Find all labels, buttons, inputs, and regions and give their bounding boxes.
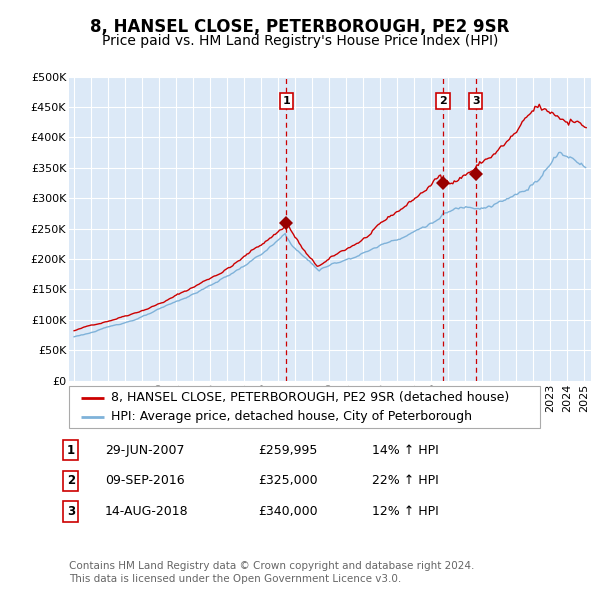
- Text: £259,995: £259,995: [258, 444, 317, 457]
- Text: £325,000: £325,000: [258, 474, 317, 487]
- Text: 2: 2: [439, 96, 447, 106]
- Text: 29-JUN-2007: 29-JUN-2007: [105, 444, 185, 457]
- Text: 22% ↑ HPI: 22% ↑ HPI: [372, 474, 439, 487]
- Text: Price paid vs. HM Land Registry's House Price Index (HPI): Price paid vs. HM Land Registry's House …: [102, 34, 498, 48]
- Text: 12% ↑ HPI: 12% ↑ HPI: [372, 505, 439, 518]
- FancyBboxPatch shape: [69, 386, 540, 428]
- Text: 1: 1: [283, 96, 290, 106]
- Text: 14% ↑ HPI: 14% ↑ HPI: [372, 444, 439, 457]
- Text: 3: 3: [472, 96, 479, 106]
- Text: 1: 1: [67, 444, 75, 457]
- Text: 8, HANSEL CLOSE, PETERBOROUGH, PE2 9SR (detached house): 8, HANSEL CLOSE, PETERBOROUGH, PE2 9SR (…: [112, 391, 509, 404]
- Text: HPI: Average price, detached house, City of Peterborough: HPI: Average price, detached house, City…: [112, 410, 472, 423]
- Text: 2: 2: [67, 474, 75, 487]
- Text: Contains HM Land Registry data © Crown copyright and database right 2024.
This d: Contains HM Land Registry data © Crown c…: [69, 561, 475, 584]
- Text: 14-AUG-2018: 14-AUG-2018: [105, 505, 188, 518]
- Text: 8, HANSEL CLOSE, PETERBOROUGH, PE2 9SR: 8, HANSEL CLOSE, PETERBOROUGH, PE2 9SR: [91, 18, 509, 35]
- Text: £340,000: £340,000: [258, 505, 317, 518]
- Text: 3: 3: [67, 505, 75, 518]
- Text: 09-SEP-2016: 09-SEP-2016: [105, 474, 185, 487]
